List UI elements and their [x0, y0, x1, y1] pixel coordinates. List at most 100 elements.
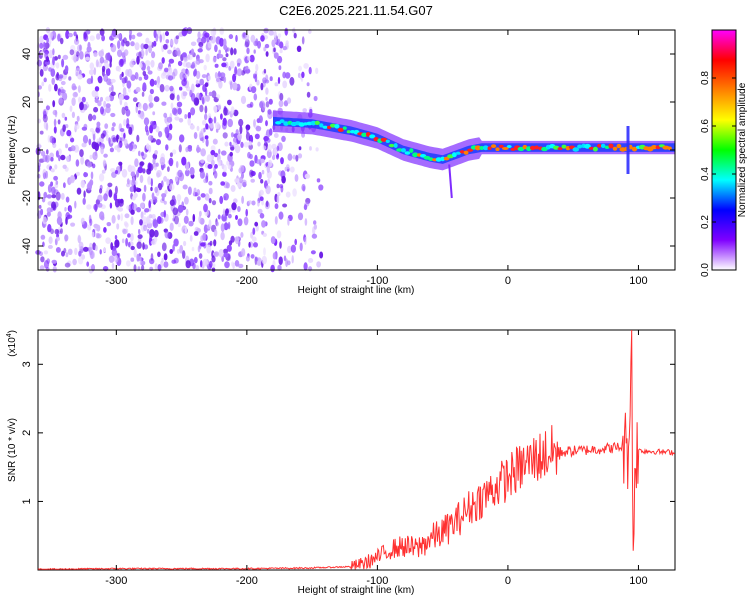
noise-speck [304, 173, 311, 179]
noise-speck [69, 206, 72, 213]
noise-speck [48, 84, 52, 92]
noise-speck [218, 49, 221, 55]
noise-speck [195, 58, 201, 65]
noise-speck [318, 184, 324, 191]
noise-speck [311, 233, 318, 239]
noise-speck [223, 107, 228, 116]
track-blob [365, 132, 371, 137]
noise-speck [119, 137, 126, 142]
noise-speck [126, 118, 130, 126]
noise-speck [222, 171, 227, 177]
noise-speck [44, 42, 47, 48]
noise-speck [45, 56, 50, 63]
noise-speck [46, 37, 49, 44]
noise-speck [75, 159, 80, 167]
noise-speck [53, 175, 58, 181]
noise-speck [79, 149, 84, 158]
noise-speck [237, 62, 241, 67]
noise-speck [303, 204, 308, 211]
track-blob [467, 148, 474, 152]
noise-speck [273, 133, 279, 138]
noise-speck [191, 62, 196, 69]
track-blob [572, 147, 580, 152]
noise-speck [129, 186, 134, 193]
noise-speck [45, 60, 51, 66]
noise-speck [37, 85, 42, 90]
noise-speck [230, 47, 234, 56]
noise-speck [81, 96, 86, 103]
noise-speck [78, 256, 84, 265]
noise-speck [164, 189, 168, 195]
noise-speck [64, 65, 69, 73]
noise-speck [61, 112, 66, 118]
noise-speck [150, 59, 155, 68]
noise-speck [259, 196, 264, 201]
noise-speck [169, 85, 174, 92]
noise-speck [93, 67, 97, 76]
noise-speck [154, 80, 157, 86]
noise-speck [78, 96, 82, 104]
noise-speck [197, 48, 203, 53]
noise-speck [171, 107, 178, 115]
noise-speck [286, 97, 292, 104]
noise-speck [112, 122, 116, 127]
noise-speck [219, 72, 226, 78]
noise-speck [123, 221, 128, 227]
track-blob [584, 143, 591, 149]
noise-speck [250, 178, 255, 183]
noise-speck [72, 258, 77, 266]
noise-speck [208, 117, 213, 124]
noise-speck [142, 102, 148, 112]
noise-speck [83, 190, 86, 198]
noise-speck [127, 68, 133, 78]
noise-speck [52, 100, 56, 108]
noise-speck [132, 97, 138, 103]
noise-speck [184, 196, 189, 205]
noise-speck [164, 231, 170, 239]
noise-speck [285, 72, 291, 79]
colorbar-tick-label: 0.2 [700, 215, 711, 229]
noise-speck [132, 203, 138, 211]
track-blob [612, 146, 618, 151]
noise-speck [116, 134, 119, 143]
noise-region [35, 27, 324, 274]
track-blob [342, 126, 347, 130]
noise-speck [148, 102, 154, 108]
noise-speck [181, 28, 187, 37]
noise-speck [86, 204, 92, 210]
noise-speck [253, 93, 258, 101]
noise-speck [149, 229, 155, 238]
noise-speck [93, 52, 98, 57]
noise-speck [80, 156, 84, 165]
noise-speck [74, 38, 80, 45]
noise-speck [136, 207, 142, 213]
noise-speck [136, 134, 140, 143]
noise-speck [119, 73, 123, 81]
noise-speck [285, 40, 289, 46]
noise-speck [222, 117, 227, 126]
noise-speck [152, 158, 156, 165]
noise-speck [237, 206, 241, 212]
noise-speck [206, 244, 212, 254]
track-blob [604, 145, 610, 149]
noise-speck [170, 102, 174, 110]
noise-speck [227, 164, 232, 170]
noise-speck [177, 107, 182, 115]
noise-speck [135, 187, 142, 193]
noise-speck [137, 234, 143, 240]
noise-speck [156, 170, 162, 178]
x-tick-label: -200 [236, 575, 258, 587]
noise-speck [55, 191, 61, 201]
noise-speck [295, 154, 299, 162]
noise-speck [57, 33, 61, 42]
noise-speck [87, 224, 92, 231]
noise-speck [63, 182, 66, 189]
noise-speck [93, 223, 99, 229]
noise-speck [217, 103, 222, 111]
noise-speck [69, 49, 75, 56]
noise-speck [213, 251, 220, 257]
noise-speck [108, 255, 115, 263]
noise-speck [109, 147, 114, 153]
noise-speck [56, 216, 63, 225]
noise-speck [280, 157, 284, 165]
